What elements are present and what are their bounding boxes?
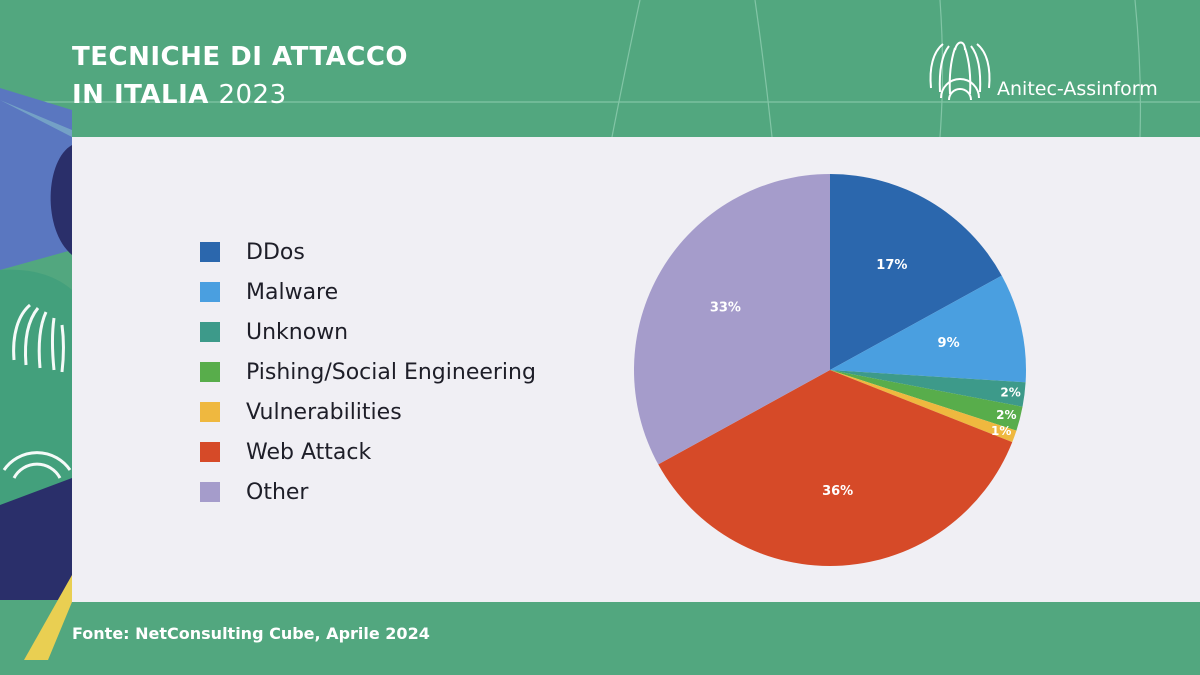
- pie-chart: 17% 9% 2% 2% 1% 36% 33%: [634, 174, 1026, 566]
- legend-label: DDos: [246, 239, 305, 265]
- pie-slice-other: [634, 174, 830, 465]
- pie-slice-ddos: [830, 174, 1002, 370]
- title-year: 2023: [218, 80, 287, 110]
- legend-item: DDos: [200, 232, 536, 272]
- legend-label: Unknown: [246, 319, 349, 345]
- legend-item: Web Attack: [200, 432, 536, 472]
- legend-label: Other: [246, 479, 309, 505]
- legend-label: Vulnerabilities: [246, 399, 402, 425]
- pie-label-malware: 9%: [938, 336, 960, 351]
- legend-swatch: [200, 322, 220, 342]
- legend-label: Malware: [246, 279, 339, 305]
- legend-item: Vulnerabilities: [200, 392, 536, 432]
- legend-item: Malware: [200, 272, 536, 312]
- pie-slice-vulnerabilities: [830, 370, 1017, 443]
- legend-swatch: [200, 242, 220, 262]
- chart-legend: DDos Malware Unknown Pishing/Social Enginee…: [200, 232, 536, 512]
- pie-label-other: 33%: [710, 301, 741, 316]
- legend-item: Unknown: [200, 312, 536, 352]
- title-line-2: IN ITALIA: [72, 80, 209, 110]
- pie-slice-unknown: [830, 370, 1026, 407]
- legend-label: Web Attack: [246, 439, 372, 465]
- pie-slice-malware: [830, 275, 1026, 383]
- brand-name: Anitec-Assinform: [997, 78, 1158, 100]
- legend-item: Other: [200, 472, 536, 512]
- pie-slice-web-attack: [658, 370, 1013, 566]
- pie-label-web-attack: 36%: [822, 484, 853, 499]
- eagle-emblem-icon: [929, 41, 991, 101]
- legend-swatch: [200, 482, 220, 502]
- brand-logo: Anitec-Assinform: [925, 36, 1165, 106]
- legend-swatch: [200, 282, 220, 302]
- eagle-emblem-icon: [2, 303, 72, 479]
- pie-label-vulnerabilities: 1%: [991, 424, 1011, 438]
- legend-swatch: [200, 402, 220, 422]
- pie-label-ddos: 17%: [876, 258, 907, 273]
- legend-swatch: [200, 362, 220, 382]
- title-line-1: TECNICHE DI ATTACCO: [72, 42, 409, 72]
- pie-slice-pishing-social-engineering: [830, 370, 1023, 431]
- pie-label-unknown: 2%: [1000, 385, 1020, 399]
- pie-label-pishing-social-engineering: 2%: [996, 408, 1016, 422]
- legend-item: Pishing/Social Engineering: [200, 352, 536, 392]
- legend-label: Pishing/Social Engineering: [246, 359, 536, 385]
- legend-swatch: [200, 442, 220, 462]
- page-title: TECNICHE DI ATTACCO IN ITALIA 2023: [72, 38, 408, 114]
- source-note: Fonte: NetConsulting Cube, Aprile 2024: [72, 624, 430, 643]
